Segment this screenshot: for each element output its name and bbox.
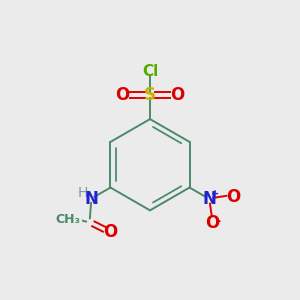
Text: O: O bbox=[103, 224, 118, 242]
Text: N: N bbox=[84, 190, 98, 208]
Text: O: O bbox=[115, 86, 129, 104]
Text: S: S bbox=[144, 86, 156, 104]
Text: N: N bbox=[202, 190, 216, 208]
Text: O: O bbox=[226, 188, 241, 206]
Text: O: O bbox=[61, 211, 75, 229]
Text: +: + bbox=[211, 189, 219, 199]
Text: O: O bbox=[205, 214, 219, 232]
Text: O: O bbox=[171, 86, 185, 104]
Text: -: - bbox=[216, 215, 221, 228]
Text: Cl: Cl bbox=[142, 64, 158, 79]
Text: CH₃: CH₃ bbox=[56, 213, 81, 226]
Text: H: H bbox=[77, 186, 88, 200]
